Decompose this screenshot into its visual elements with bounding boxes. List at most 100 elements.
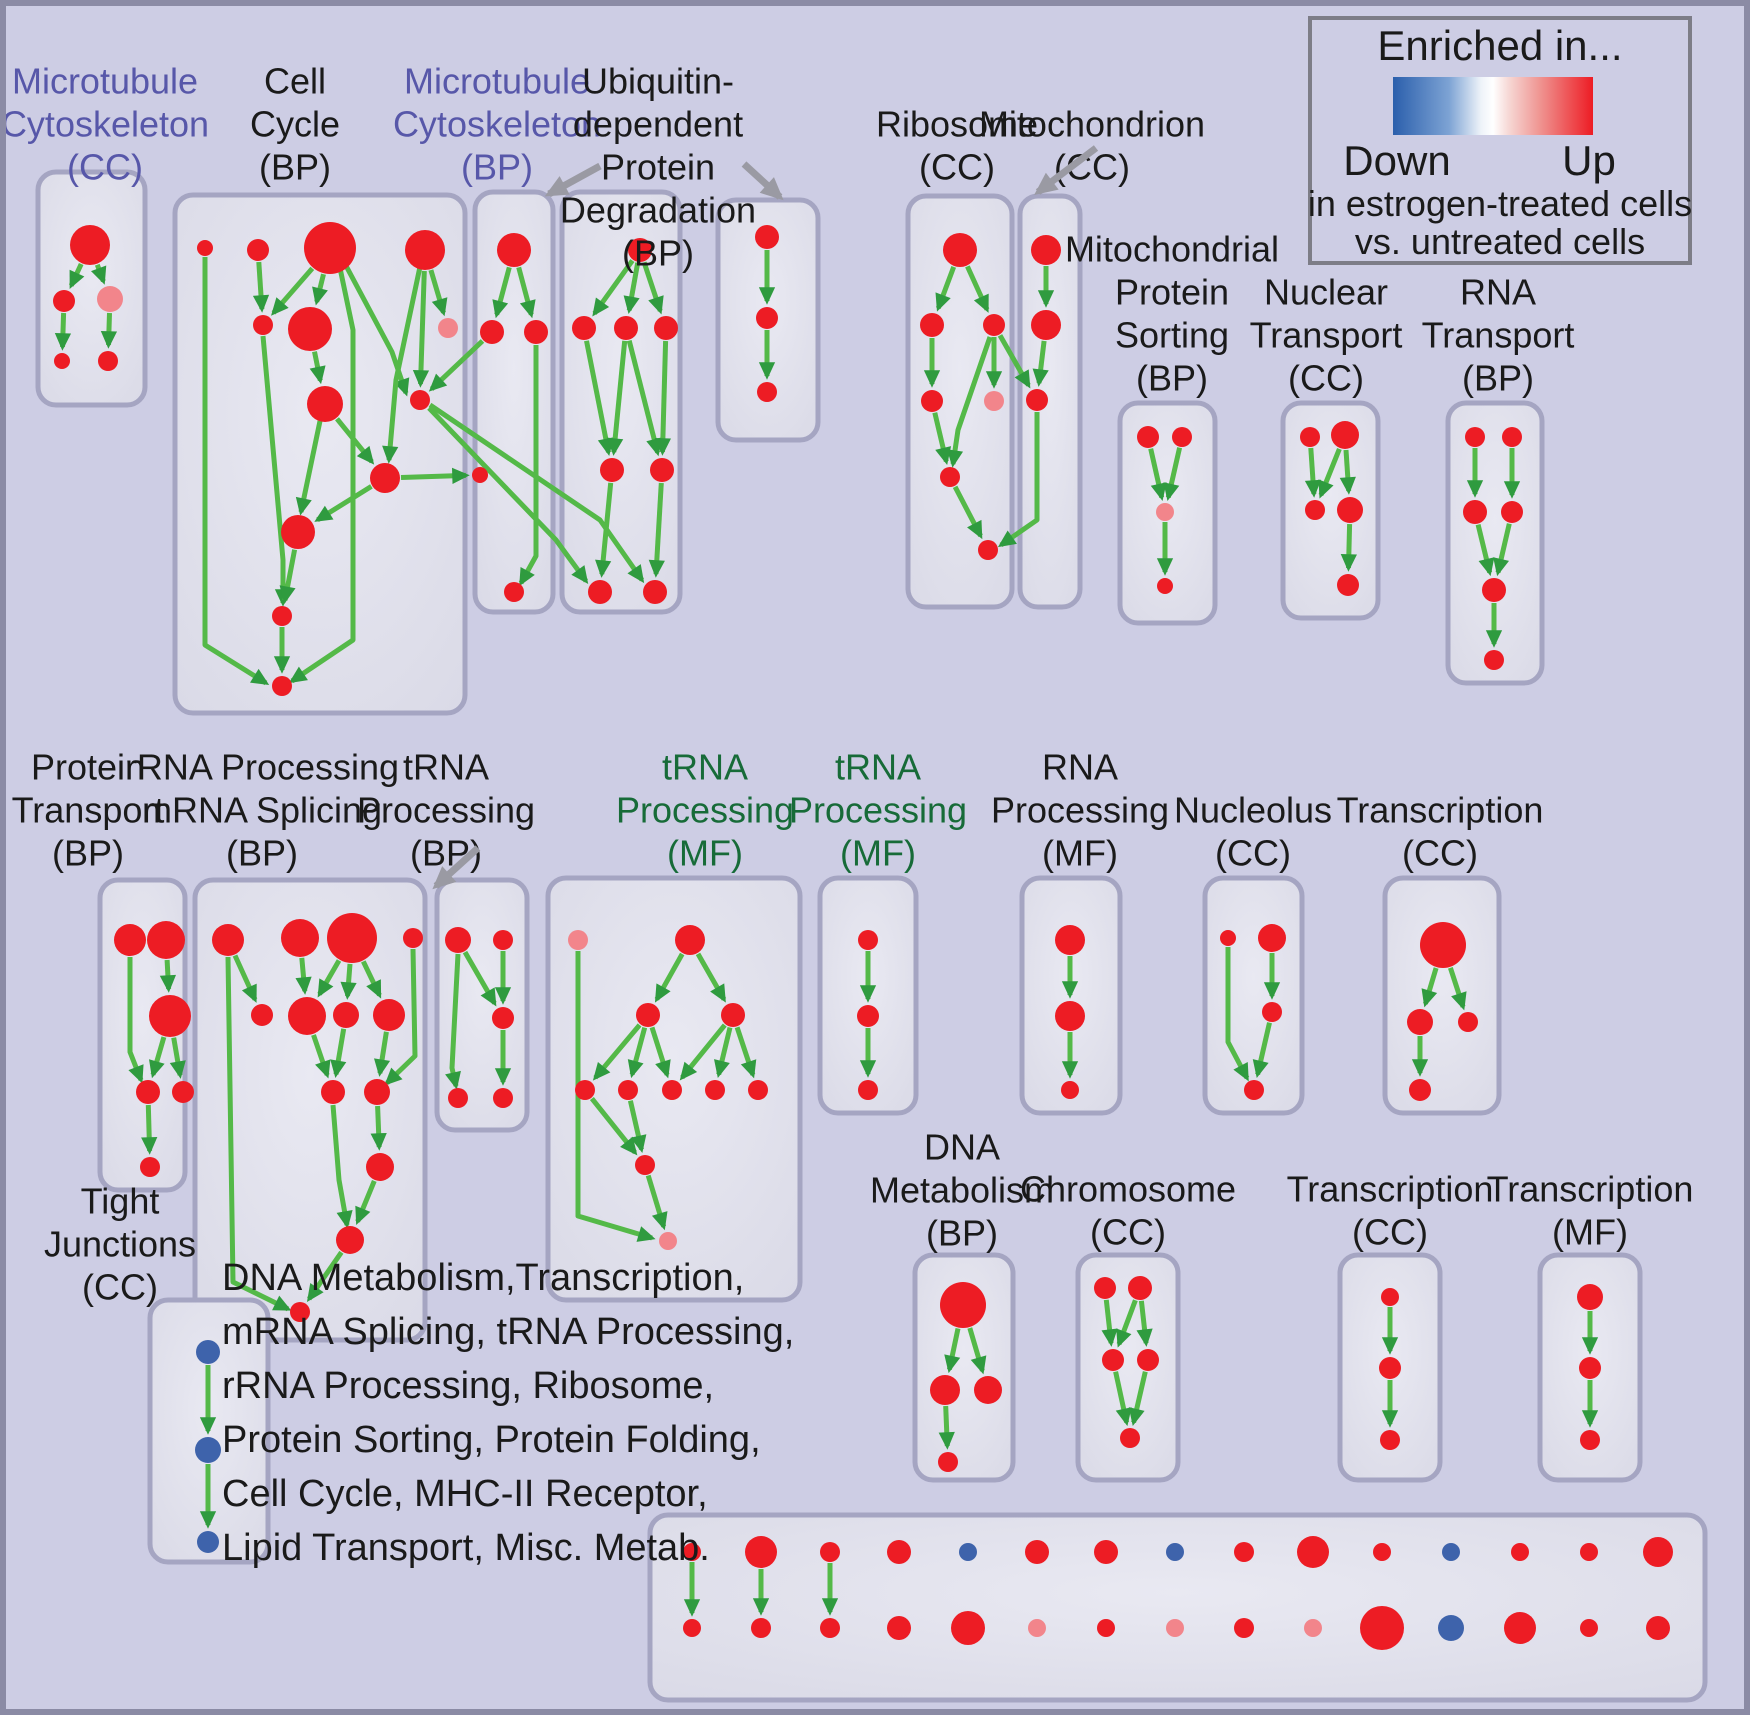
cluster-label-line: Cell (264, 61, 326, 102)
cluster-label-chromosome-cc: Chromosome (CC) (1020, 1169, 1236, 1253)
go-term-node-pt_f (140, 1157, 160, 1177)
go-edge (312, 273, 328, 306)
go-edge (1148, 448, 1167, 502)
go-term-node-nt_c (1305, 500, 1325, 520)
go-term-node-cc_pk (438, 318, 458, 338)
go-term-node-mcc_a (70, 225, 110, 265)
go-term-node-pt_c (149, 995, 191, 1037)
go-edge (361, 960, 382, 999)
cluster-label-line: Processing (991, 790, 1169, 831)
cluster-label-tight-junctions-cc: Tight Junctions (CC) (44, 1181, 196, 1308)
cluster-label-line: Transcription (1337, 790, 1544, 831)
go-term-node-ub1_b1 (588, 580, 612, 604)
cluster-label-line: DNA (924, 1127, 1000, 1168)
go-term-node-tb_d (448, 1088, 468, 1108)
go-term-node-mps_a (1137, 426, 1159, 448)
go-term-node-rm_c (1061, 1081, 1079, 1099)
go-term-node-rm_a (1055, 925, 1085, 955)
go-term-node-pt_a (114, 924, 146, 956)
cluster-label-line: RNA (1460, 272, 1536, 313)
go-edge (295, 420, 323, 516)
go-term-node-rr_s3 (333, 1002, 359, 1028)
cluster-label-nuclear-transport-cc: Nuclear Transport (CC) (1250, 272, 1403, 399)
go-edge (202, 257, 270, 686)
go-term-node-mito_a (1031, 235, 1061, 265)
go-edge (654, 952, 685, 1003)
go-term-node-rm_b (1055, 1001, 1085, 1031)
go-term-node-rt_a (1465, 427, 1485, 447)
go-edge (1493, 523, 1512, 577)
go-term-node-dn_b (930, 1375, 960, 1405)
go-edge (314, 484, 373, 523)
go-term-node-br_b4 (951, 1611, 985, 1645)
go-term-node-cc_hub (410, 390, 430, 410)
cluster-label-line: (MF) (1552, 1212, 1628, 1253)
legend-subtitle-2: vs. untreated cells (1355, 221, 1645, 262)
summary-note-line: Lipid Transport, Misc. Metab. (222, 1527, 710, 1569)
go-term-node-ch_d (1137, 1349, 1159, 1371)
go-edge (518, 345, 539, 587)
go-term-node-rt_f (1484, 650, 1504, 670)
summary-note-line: rRNA Processing, Ribosome, (222, 1365, 714, 1407)
go-edge (1163, 447, 1183, 502)
go-term-node-dn_d (938, 1452, 958, 1472)
go-term-node-ub1_b2 (643, 580, 667, 604)
cluster-label-line: Transport (12, 790, 165, 831)
go-term-node-ch_e (1120, 1428, 1140, 1448)
go-term-node-rr_t4 (403, 928, 423, 948)
go-term-node-x1_c (1458, 1012, 1478, 1032)
go-edge (91, 263, 107, 285)
go-edge (428, 339, 485, 392)
cluster-label-line: Junctions (44, 1224, 196, 1265)
go-term-node-br_t13 (1580, 1543, 1598, 1561)
cluster-label-line: (BP) (52, 833, 124, 874)
summary-note-line: Protein Sorting, Protein Folding, (222, 1419, 761, 1461)
go-term-node-dn_c (974, 1376, 1002, 1404)
go-term-node-br_b7 (1166, 1619, 1184, 1637)
go-edge (944, 1327, 961, 1374)
go-term-node-rib_t (943, 233, 977, 267)
go-term-node-br_t14 (1643, 1537, 1673, 1567)
go-term-node-tm_pk1 (568, 930, 588, 950)
cluster-label-line: Cytoskeleton (393, 104, 601, 145)
go-term-node-br_b10 (1360, 1606, 1404, 1650)
go-edge (169, 1037, 186, 1079)
cluster-label-line: (CC) (67, 147, 143, 188)
go-term-node-rt_c (1463, 500, 1487, 524)
cluster-label-line: (CC) (1215, 833, 1291, 874)
cluster-label-line: Protein (601, 147, 715, 188)
go-edge (627, 1100, 647, 1154)
summary-note-line: Cell Cycle, MHC-II Receptor, (222, 1473, 708, 1515)
label-pointer-arrow (544, 162, 602, 198)
go-term-node-tb_a (445, 927, 471, 953)
cluster-label-transcription-cc-1: Transcription (CC) (1337, 790, 1544, 874)
go-edge (382, 261, 424, 464)
go-term-node-cc_t1 (197, 240, 213, 256)
go-term-node-cc_m1 (253, 315, 273, 335)
cluster-box-cc (172, 192, 468, 716)
go-term-node-br_b2 (820, 1618, 840, 1638)
go-term-node-ub1_q2 (650, 458, 674, 482)
go-edge (967, 1327, 987, 1375)
go-term-node-rib_m (940, 467, 960, 487)
cluster-label-line: (CC) (1288, 358, 1364, 399)
go-edge (225, 956, 292, 1312)
cluster-box-mcc (35, 169, 148, 408)
go-term-node-t2_b (857, 1005, 879, 1027)
go-term-node-br_t10 (1373, 1543, 1391, 1561)
go-edge (279, 549, 298, 604)
cluster-label-line: (CC) (1090, 1212, 1166, 1253)
go-term-node-ch_b (1128, 1276, 1152, 1300)
cluster-label-ubiquitin-bp: Ubiquitin-dependent Protein Degradation (BP… (560, 61, 756, 274)
go-edge (370, 1105, 387, 1151)
cluster-label-dna-metabolism-bp: DNA Metabolism (BP) (870, 1127, 1054, 1254)
go-term-node-mito_b (1031, 310, 1061, 340)
go-term-node-br_t7 (1166, 1543, 1184, 1561)
labels-layer: Microtubule Cytoskeleton (CC)Cell Cycle (BP)… (1, 61, 1693, 1570)
cluster-label-line: tRNA (403, 747, 489, 788)
cluster-label-line: Sorting (1115, 315, 1229, 356)
label-pointer-arrow (432, 845, 481, 890)
go-term-node-mcc_e (98, 351, 118, 371)
go-term-node-rt_b (1502, 427, 1522, 447)
go-term-node-nu_a (1220, 930, 1236, 946)
